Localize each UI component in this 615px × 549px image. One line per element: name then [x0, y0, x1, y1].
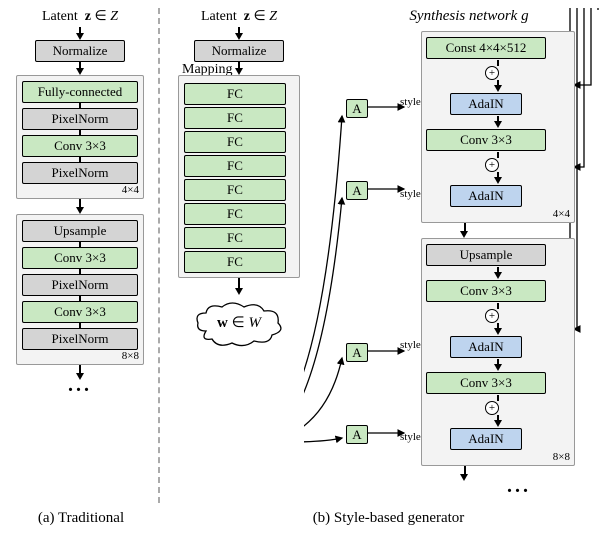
- adain-box: AdaIN: [450, 185, 522, 207]
- fc-box: FC: [184, 227, 286, 249]
- conv-box: Conv 3×3: [426, 372, 546, 394]
- noise-label: Noise: [571, 0, 606, 3]
- fc-box: FC: [184, 131, 286, 153]
- plus-node-icon: +: [485, 401, 499, 415]
- latent-label-trad: Latent z ∈ Z: [42, 8, 118, 25]
- arrow-icon: [494, 272, 502, 279]
- arrow-icon: [76, 207, 84, 214]
- fc-box: FC: [184, 203, 286, 225]
- normalize-box: Normalize: [194, 40, 284, 62]
- pixelnorm-box: PixelNorm: [22, 108, 138, 130]
- a-box: A: [346, 425, 368, 444]
- arrow-icon: [460, 474, 468, 481]
- arrow-icon: [235, 68, 243, 75]
- adain-box: AdaIN: [450, 93, 522, 115]
- conv-box: Conv 3×3: [426, 129, 546, 151]
- pixelnorm-box: PixelNorm: [22, 162, 138, 184]
- fc-box: FC: [184, 251, 286, 273]
- arrow-icon: [494, 364, 502, 371]
- pixelnorm-box: PixelNorm: [22, 274, 138, 296]
- group-label: 8×8: [122, 350, 139, 362]
- arrow-icon: [494, 328, 502, 335]
- arrow-icon: [460, 231, 468, 238]
- conv-box: Conv 3×3: [426, 280, 546, 302]
- style-label: style: [400, 339, 421, 351]
- arrow-icon: [494, 121, 502, 128]
- group-label: 4×4: [553, 208, 570, 220]
- arrow-icon: [494, 420, 502, 427]
- plus-node-icon: +: [485, 309, 499, 323]
- trad-group-4x4: Fully-connected PixelNorm Conv 3×3 Pixel…: [16, 75, 144, 199]
- synth-title: Synthesis network g: [319, 8, 615, 25]
- a-box: A: [346, 181, 368, 200]
- plus-node-icon: +: [485, 158, 499, 172]
- trad-group-8x8: Upsample Conv 3×3 PixelNorm Conv 3×3 Pix…: [16, 214, 144, 365]
- arrow-icon: [494, 85, 502, 92]
- fc-box: FC: [184, 155, 286, 177]
- caption-style: (b) Style-based generator: [162, 510, 615, 527]
- arrow-icon: [235, 288, 243, 295]
- conv-box: Conv 3×3: [22, 301, 138, 323]
- dots-icon: ...: [507, 481, 531, 491]
- synth-group-8x8: Upsample Conv 3×3 + style AdaIN Conv 3×3…: [421, 238, 575, 466]
- latent-label-style: Latent z ∈ Z: [201, 8, 277, 25]
- synth-group-4x4: Const 4×4×512 + style AdaIN Conv 3×3 + s…: [421, 31, 575, 223]
- fc-box: FC: [184, 107, 286, 129]
- arrow-icon: [494, 177, 502, 184]
- fully-connected-box: Fully-connected: [22, 81, 138, 103]
- dots-icon: ...: [68, 380, 92, 390]
- group-label: 4×4: [122, 184, 139, 196]
- fc-box: FC: [184, 179, 286, 201]
- upsample-box: Upsample: [22, 220, 138, 242]
- pixelnorm-box: PixelNorm: [22, 328, 138, 350]
- arrow-icon: [76, 33, 84, 40]
- arrow-icon: [76, 68, 84, 75]
- adain-box: AdaIN: [450, 428, 522, 450]
- style-label: style: [400, 431, 421, 443]
- a-box: A: [346, 343, 368, 362]
- a-box: A: [346, 99, 368, 118]
- style-label: style: [400, 96, 421, 108]
- plus-node-icon: +: [485, 66, 499, 80]
- w-label: w ∈ W: [194, 313, 284, 332]
- style-label: style: [400, 188, 421, 200]
- w-cloud: w ∈ W: [194, 301, 284, 347]
- caption-traditional: (a) Traditional: [0, 510, 162, 527]
- normalize-box: Normalize: [35, 40, 125, 62]
- conv-box: Conv 3×3: [22, 247, 138, 269]
- arrow-icon: [235, 33, 243, 40]
- adain-box: AdaIN: [450, 336, 522, 358]
- group-label: 8×8: [553, 451, 570, 463]
- conv-box: Conv 3×3: [22, 135, 138, 157]
- mapping-group: FC FC FC FC FC FC FC FC: [178, 75, 300, 278]
- fc-box: FC: [184, 83, 286, 105]
- const-box: Const 4×4×512: [426, 37, 546, 59]
- upsample-box: Upsample: [426, 244, 546, 266]
- column-divider: [158, 8, 160, 503]
